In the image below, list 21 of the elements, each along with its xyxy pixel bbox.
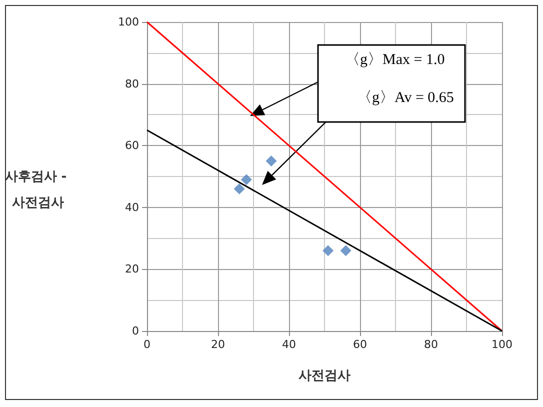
x-tick-label: 60	[353, 338, 367, 351]
point	[266, 156, 277, 167]
point	[322, 245, 334, 256]
y-tick-label: 0	[132, 324, 139, 338]
x-tick-label: 80	[424, 338, 438, 351]
y-axis-title: 사후검사 - 사전검사	[4, 170, 72, 210]
x-axis-title: 사전검사	[298, 368, 350, 384]
x-tick-label: 0	[144, 338, 150, 351]
point	[240, 174, 252, 186]
x-tick-label: 100	[492, 338, 512, 351]
y-tick-label: 80	[125, 77, 139, 90]
point	[234, 183, 245, 194]
point	[340, 245, 352, 256]
y-tick-label: 20	[125, 262, 139, 276]
y-tick-label: 60	[125, 139, 139, 152]
y-tick-label: 40	[125, 200, 139, 214]
x-tick-label: 20	[211, 338, 225, 351]
y-tick-label: 100	[118, 16, 139, 28]
annotation: 〈g〉Av = 0.65	[357, 90, 454, 106]
annotation: 〈g〉Max = 1.0	[345, 52, 445, 68]
x-tick-label: 40	[282, 338, 296, 351]
